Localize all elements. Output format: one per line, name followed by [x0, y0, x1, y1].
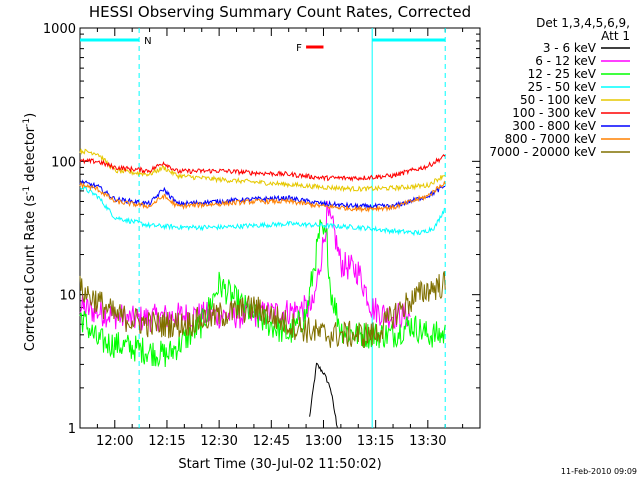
x-axis-label: Start Time (30-Jul-02 11:50:02) — [178, 457, 381, 472]
decor-layer: NF — [80, 28, 446, 428]
timestamp: 11-Feb-2010 09:09 — [561, 467, 637, 476]
y-tick-label-2: 100 — [51, 155, 76, 170]
top-bar-label-0: N — [144, 36, 151, 47]
series-line-3 — [79, 185, 446, 237]
top-bar-label-2: F — [296, 43, 302, 54]
y-tick-label-1: 10 — [59, 289, 76, 304]
legend-label-2: 12 - 25 keV — [528, 67, 597, 81]
series-layer — [79, 148, 446, 428]
x-tick-label-2: 12:30 — [200, 434, 237, 449]
x-tick-label-5: 13:15 — [357, 434, 394, 449]
legend-header-2: Att 1 — [601, 29, 630, 43]
series-line-8 — [79, 271, 446, 349]
legend-label-1: 6 - 12 keV — [535, 54, 597, 68]
series-line-4 — [79, 148, 446, 193]
x-tick-label-6: 13:30 — [409, 434, 446, 449]
legend-label-5: 100 - 300 keV — [512, 106, 596, 120]
x-tick-label-1: 12:15 — [148, 434, 185, 449]
y-tick-label-0: 1 — [68, 422, 76, 437]
x-tick-label-3: 12:45 — [253, 434, 290, 449]
series-line-5 — [79, 153, 446, 183]
y-axis-label: Corrected Count Rate (s-1 detector-1) — [22, 113, 38, 351]
ticks-layer: 1 10 100 1000 12:00 12:15 12:30 12:45 13:00 13:15… — [43, 22, 480, 449]
legend-label-7: 800 - 7000 keV — [505, 132, 597, 146]
chart-title: HESSI Observing Summary Count Rates, Cor… — [89, 3, 471, 21]
x-tick-label-4: 13:00 — [305, 434, 342, 449]
legend-label-8: 7000 - 20000 keV — [489, 145, 596, 159]
series-line-0 — [309, 362, 338, 428]
series-line-1 — [79, 200, 411, 332]
legend-label-4: 50 - 100 keV — [520, 93, 597, 107]
svg-text:Corrected Count Rate (s-1 dete: Corrected Count Rate (s-1 detector-1) — [22, 113, 38, 351]
y-tick-label-3: 1000 — [43, 22, 76, 37]
legend-header-1: Det 1,3,4,5,6,9, — [536, 16, 630, 30]
series-line-7 — [79, 180, 446, 213]
legend-label-6: 300 - 800 keV — [512, 119, 596, 133]
series-line-2 — [79, 219, 446, 368]
legend-label-3: 25 - 50 keV — [528, 80, 597, 94]
legend-label-0: 3 - 6 keV — [543, 41, 597, 55]
x-tick-label-0: 12:00 — [96, 434, 133, 449]
plot-frame — [79, 27, 481, 429]
